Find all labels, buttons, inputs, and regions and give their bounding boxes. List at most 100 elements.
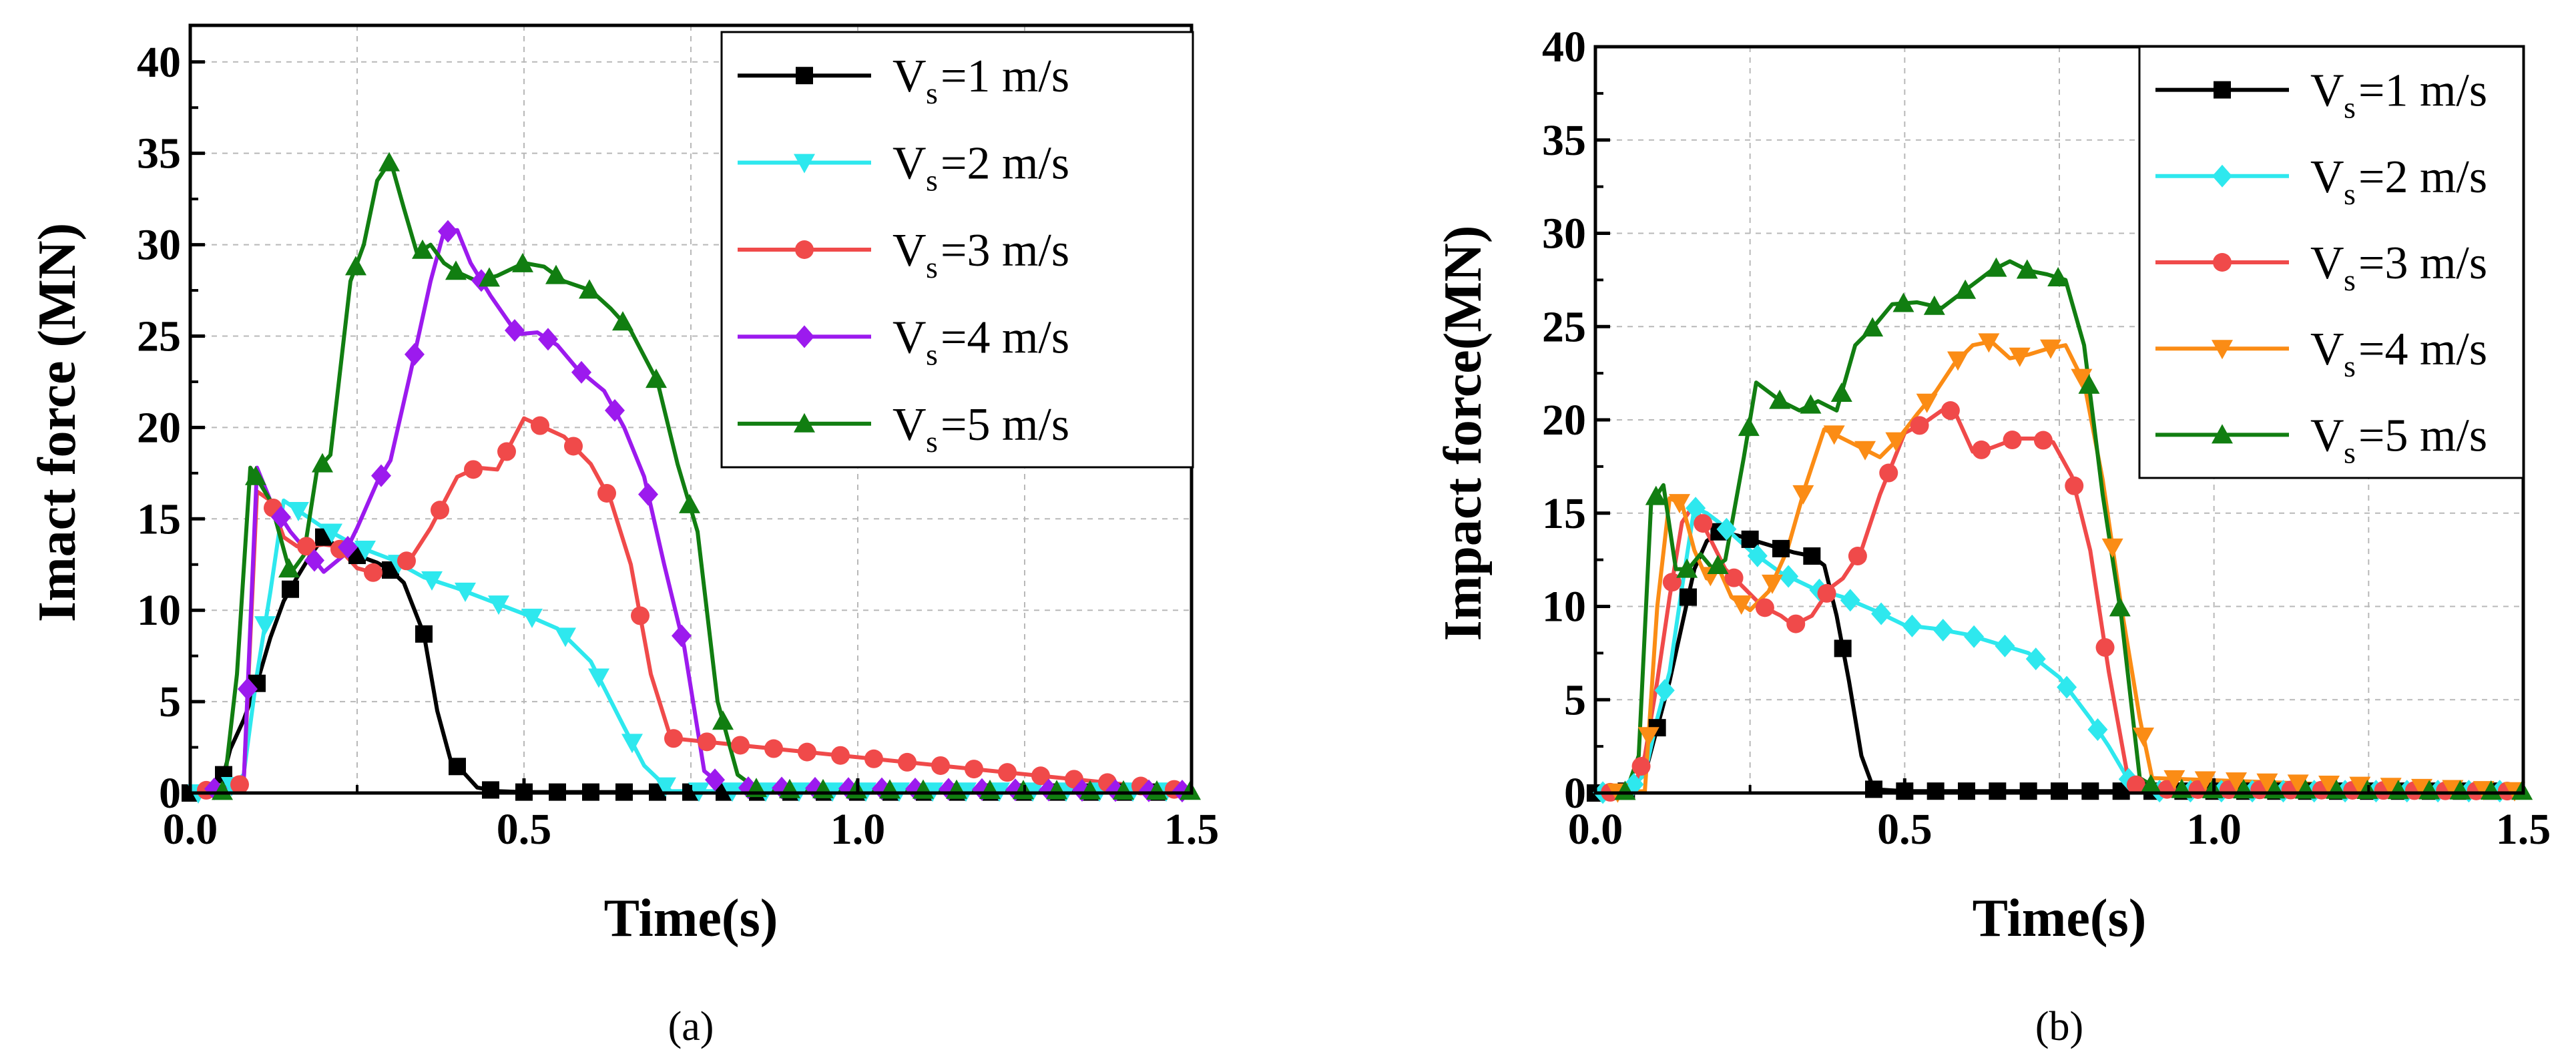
data-point xyxy=(2101,538,2123,558)
data-point xyxy=(1769,389,1791,409)
data-point xyxy=(2047,267,2069,287)
data-point xyxy=(364,563,382,582)
data-point xyxy=(271,505,291,529)
legend-label-rest: =1 m/s xyxy=(941,51,1069,102)
data-point xyxy=(254,616,276,636)
y-tick-label: 20 xyxy=(137,403,181,452)
data-point xyxy=(1803,547,1821,565)
data-point xyxy=(488,595,509,615)
data-point xyxy=(712,710,734,730)
legend-box xyxy=(2138,45,2525,479)
data-point xyxy=(1031,766,1050,786)
data-point xyxy=(497,442,516,461)
data-point xyxy=(672,624,692,647)
data-point xyxy=(2019,782,2037,800)
y-tick-label: 40 xyxy=(1542,23,1586,71)
data-point xyxy=(245,465,266,485)
y-tick-label: 5 xyxy=(159,678,181,726)
data-point xyxy=(679,493,700,513)
data-point xyxy=(998,763,1017,782)
series-group xyxy=(1587,257,2533,804)
data-point xyxy=(1865,780,1882,798)
data-point xyxy=(415,625,433,643)
legend-label-main: V xyxy=(892,312,927,363)
legend-label-rest: =2 m/s xyxy=(2358,152,2487,203)
data-point xyxy=(1910,416,1929,435)
legend-marker xyxy=(2213,253,2232,272)
data-point xyxy=(698,732,716,752)
data-point xyxy=(482,781,499,799)
data-point xyxy=(1840,589,1860,612)
legend-label-rest: =3 m/s xyxy=(941,225,1069,276)
data-point xyxy=(2071,368,2093,388)
y-tick-label: 15 xyxy=(1542,489,1586,538)
data-point xyxy=(1958,782,1975,800)
y-tick-label: 25 xyxy=(1542,302,1586,351)
data-point xyxy=(571,360,591,384)
data-point xyxy=(378,152,400,172)
data-point xyxy=(304,549,324,572)
data-point xyxy=(438,220,458,243)
legend-label-rest: =5 m/s xyxy=(2358,410,2487,461)
data-point xyxy=(449,758,466,776)
x-tick-label: 0.5 xyxy=(1877,805,1933,854)
data-point xyxy=(664,729,683,748)
data-point xyxy=(605,399,625,422)
y-tick-label: 35 xyxy=(137,129,181,178)
data-point xyxy=(1800,394,1822,414)
data-point xyxy=(2256,773,2278,793)
data-point xyxy=(2133,728,2155,748)
data-point xyxy=(1747,544,1768,567)
x-tick-label: 0.5 xyxy=(497,805,552,854)
legend-label-main: V xyxy=(892,51,927,102)
data-point xyxy=(2349,776,2371,796)
data-point xyxy=(431,501,449,520)
data-point xyxy=(2226,772,2248,792)
y-tick-label: 10 xyxy=(1542,583,1586,631)
data-point xyxy=(2109,597,2131,617)
y-tick-label: 20 xyxy=(1542,396,1586,445)
data-point xyxy=(1631,757,1651,776)
data-point xyxy=(230,775,249,794)
legend-label-sub: s xyxy=(2344,435,2356,469)
data-point xyxy=(1862,317,1884,337)
data-point xyxy=(1978,333,2000,353)
chart-b: 0.0 0.5 1.0 1.5 0 5 10 15 20 25 30 35 40 Time(s) Impac… xyxy=(1434,23,2551,1049)
data-point xyxy=(538,328,558,351)
data-point xyxy=(1778,565,1799,588)
data-point xyxy=(1848,547,1867,566)
data-point xyxy=(505,318,525,342)
data-point xyxy=(564,437,583,456)
data-point xyxy=(1972,440,1991,459)
data-point xyxy=(898,752,917,772)
data-point xyxy=(1926,782,1945,800)
data-point xyxy=(1772,539,1790,557)
data-point xyxy=(405,342,425,366)
data-point xyxy=(2065,476,2084,495)
legend-label-sub: s xyxy=(2344,91,2356,125)
data-point xyxy=(798,742,816,762)
data-point xyxy=(1817,583,1836,603)
data-point xyxy=(1741,530,1759,548)
data-point xyxy=(2025,647,2046,671)
legend-label-rest: =1 m/s xyxy=(2358,65,2487,117)
legend-marker xyxy=(2212,164,2232,188)
data-point xyxy=(1669,494,1691,514)
series-markers-4 xyxy=(1607,333,2526,803)
data-point xyxy=(1989,782,2007,800)
data-point xyxy=(1792,485,1814,505)
data-point xyxy=(238,678,258,701)
data-point xyxy=(1923,295,1945,315)
data-point xyxy=(764,739,783,758)
legend-marker xyxy=(2214,81,2231,99)
legend-label-rest: =4 m/s xyxy=(2358,324,2487,375)
y-tick-label: 10 xyxy=(137,586,181,635)
legend-label-sub: s xyxy=(2344,177,2356,211)
legend-label-rest: =4 m/s xyxy=(941,312,1069,363)
